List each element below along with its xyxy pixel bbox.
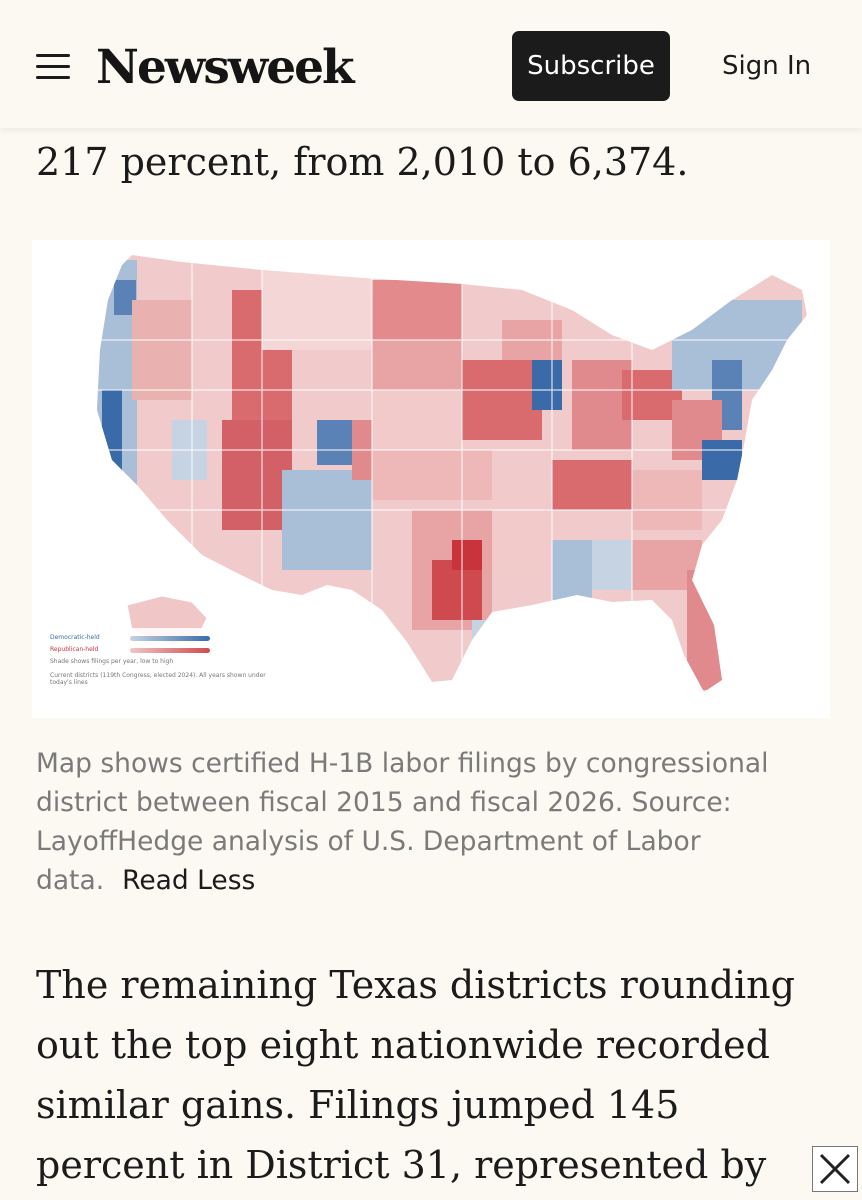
- read-less-link[interactable]: Read Less: [122, 865, 256, 896]
- hamburger-menu-icon[interactable]: [36, 52, 70, 80]
- article-paragraph-2: The remaining Texas districts rounding o…: [36, 963, 795, 1187]
- close-icon: [819, 1153, 851, 1185]
- legend-shade-note: Shade shows filings per year, low to hig…: [50, 658, 174, 665]
- subscribe-button[interactable]: Subscribe: [512, 31, 670, 101]
- h1b-district-map: Democratic-held Republican-held Shade sh…: [32, 240, 830, 718]
- legend-democratic: Democratic-held: [50, 634, 210, 641]
- map-caption: Map shows certified H-1B labor filings b…: [36, 744, 836, 900]
- dem-scale-bar: [130, 636, 210, 641]
- legend-republican: Republican-held: [50, 646, 210, 653]
- legend-districts-note: Current districts (119th Congress, elect…: [50, 672, 266, 686]
- close-button[interactable]: [812, 1146, 858, 1192]
- site-logo[interactable]: Newsweek: [96, 40, 355, 95]
- map-legend: Democratic-held Republican-held Shade sh…: [44, 628, 284, 714]
- article-paragraph: 217 percent, from 2,010 to 6,374.: [36, 140, 689, 184]
- sign-in-link[interactable]: Sign In: [722, 51, 812, 81]
- caption-text: Map shows certified H-1B labor filings b…: [36, 748, 769, 896]
- us-map-graphic: [97, 255, 807, 692]
- site-header: Newsweek Subscribe Sign In: [0, 0, 862, 128]
- rep-scale-bar: [130, 648, 210, 653]
